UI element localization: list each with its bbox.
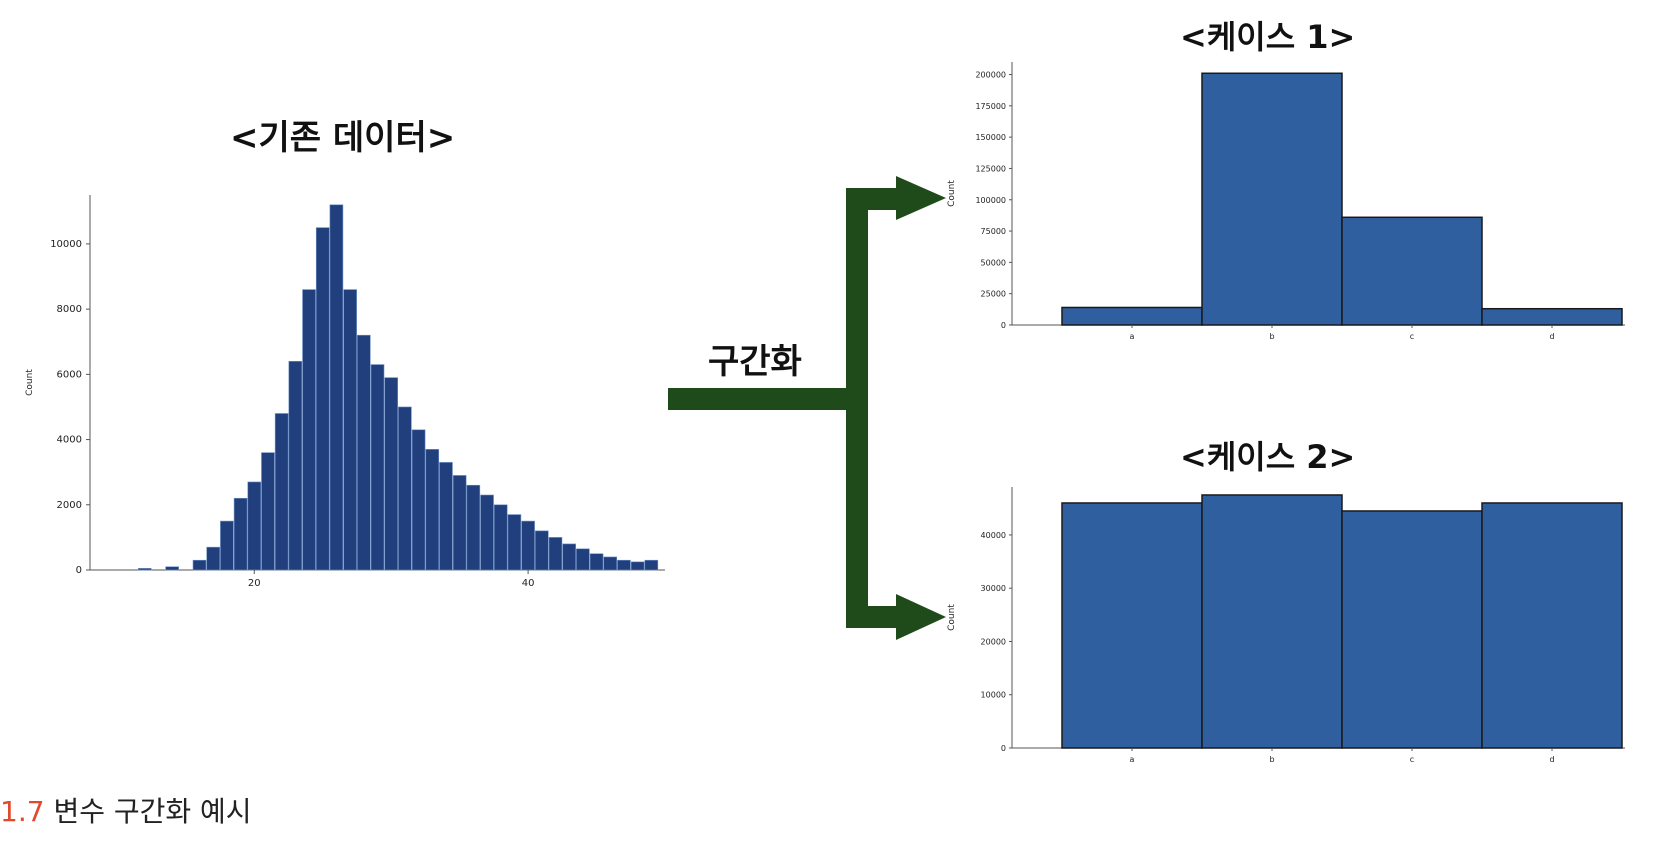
- x-tick-label: a: [1130, 755, 1135, 764]
- histogram-bar: [466, 484, 481, 571]
- histogram-bar: [343, 289, 357, 571]
- histogram-bar: [165, 566, 179, 571]
- histogram-bar: [302, 289, 316, 571]
- histogram-bar: [398, 406, 412, 571]
- histogram-bar: [206, 546, 221, 571]
- y-tick-label: 20000: [981, 637, 1006, 646]
- y-tick-label: 175000: [975, 102, 1006, 111]
- figure-caption: 1.7 변수 구간화 예시: [0, 790, 252, 830]
- y-tick-label: 8000: [57, 304, 82, 315]
- x-tick-label: d: [1549, 332, 1554, 341]
- bar-c: [1341, 510, 1483, 749]
- histogram-bar: [548, 537, 563, 571]
- bar-a: [1061, 502, 1203, 749]
- x-tick-label: d: [1549, 755, 1554, 764]
- histogram-bar: [261, 452, 275, 571]
- arrow-branch-bottom: [846, 606, 896, 628]
- y-tick-label: 40000: [981, 531, 1006, 540]
- figure-number: 1.7: [0, 795, 45, 828]
- histogram-bar: [192, 559, 207, 571]
- y-axis-label: Count: [947, 180, 957, 207]
- binning-label: 구간화: [708, 342, 802, 382]
- histogram-bar: [370, 364, 385, 571]
- histogram-bar: [315, 227, 330, 571]
- y-tick-label: 25000: [981, 290, 1006, 299]
- histogram-bar: [589, 553, 604, 571]
- y-axis-label: Count: [25, 369, 35, 396]
- x-tick-label: b: [1269, 332, 1274, 341]
- bar-c: [1341, 216, 1483, 326]
- y-tick-label: 10000: [50, 239, 82, 250]
- y-tick-label: 30000: [981, 584, 1006, 593]
- histogram-bar: [480, 494, 494, 571]
- arrow-shape: [668, 176, 946, 640]
- y-tick-label: 6000: [57, 369, 82, 380]
- histogram-bar: [452, 475, 467, 571]
- histogram-bar: [576, 548, 590, 571]
- case1-title: <케이스 1>: [1180, 18, 1356, 56]
- bar-d: [1481, 502, 1623, 749]
- histogram-bar: [411, 429, 426, 571]
- y-tick-label: 2000: [57, 500, 82, 511]
- arrow-head-top: [896, 176, 946, 220]
- arrow-branch-top: [846, 188, 896, 210]
- histogram-bar: [493, 504, 508, 571]
- histogram-bar: [288, 361, 303, 571]
- histogram-bar: [329, 204, 344, 571]
- histogram-bar: [220, 520, 234, 571]
- y-tick-label: 75000: [981, 227, 1006, 236]
- y-tick-label: 10000: [981, 691, 1006, 700]
- y-tick-label: 200000: [975, 71, 1006, 80]
- arrow-shaft-vertical: [846, 188, 868, 628]
- x-tick-label: 40: [522, 578, 535, 589]
- caption-text: 변수 구간화 예시: [53, 795, 252, 828]
- y-tick-label: 0: [1001, 321, 1006, 330]
- histogram-bar: [425, 449, 440, 571]
- histogram-bar: [603, 556, 618, 571]
- bar-b: [1201, 494, 1343, 749]
- histogram-bar: [534, 530, 549, 571]
- histogram-bar: [274, 413, 289, 571]
- histogram-bar: [507, 514, 522, 571]
- x-tick-label: c: [1410, 332, 1414, 341]
- case2-title: <케이스 2>: [1180, 438, 1356, 476]
- x-tick-label: c: [1410, 755, 1414, 764]
- x-tick-label: a: [1130, 332, 1135, 341]
- histogram-bar: [137, 568, 152, 571]
- y-tick-label: 0: [1001, 744, 1006, 753]
- histogram-bar: [439, 462, 453, 571]
- histogram-bar: [562, 543, 576, 571]
- histogram-bar: [617, 559, 631, 571]
- original-data-title: <기존 데이터>: [230, 118, 456, 158]
- y-tick-label: 150000: [975, 133, 1006, 142]
- histogram-bar: [233, 497, 248, 571]
- y-tick-label: 4000: [57, 435, 82, 446]
- y-tick-label: 50000: [981, 258, 1006, 267]
- y-tick-label: 100000: [975, 196, 1006, 205]
- x-tick-label: b: [1269, 755, 1274, 764]
- histogram-bar: [644, 559, 659, 571]
- arrow-shaft-horizontal: [668, 388, 846, 410]
- y-tick-label: 125000: [975, 164, 1006, 173]
- y-tick-label: 0: [76, 565, 82, 576]
- histogram-bar: [630, 561, 645, 571]
- arrow-head-bottom: [896, 594, 946, 640]
- histogram-bar: [384, 377, 398, 571]
- x-tick-label: 20: [248, 578, 261, 589]
- bar-b: [1201, 72, 1343, 326]
- histogram-bar: [357, 334, 371, 571]
- y-axis-label: Count: [947, 604, 957, 631]
